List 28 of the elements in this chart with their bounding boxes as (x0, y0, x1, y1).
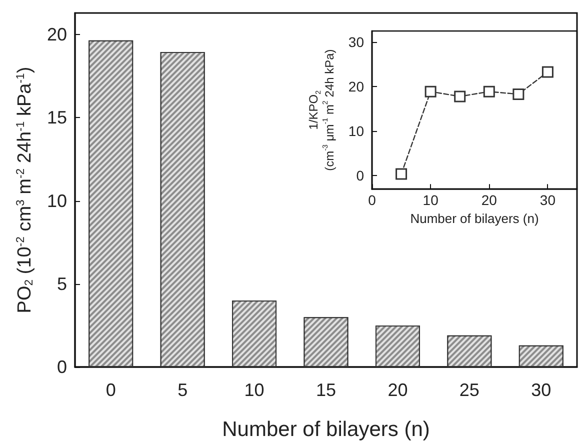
y-tick-label: 15 (46, 108, 67, 128)
x-tick-label: 30 (531, 380, 552, 400)
x-tick-label: 25 (459, 380, 480, 400)
x-tick-label: 0 (106, 380, 116, 400)
x-tick-label: 10 (244, 380, 264, 400)
x-axis-title: Number of bilayers (n) (410, 211, 539, 226)
x-tick-label: 20 (388, 380, 408, 400)
x-axis-title: Number of bilayers (n) (222, 418, 430, 441)
x-tick-label: 5 (178, 380, 188, 400)
y-tick-label: 0 (56, 357, 67, 377)
y-tick-label: 30 (348, 34, 364, 50)
x-tick-label: 15 (316, 380, 336, 400)
x-tick-label: 10 (422, 192, 439, 208)
y-tick-label: 10 (348, 123, 364, 140)
point (454, 90, 466, 102)
y-tick-label: 0 (356, 168, 364, 184)
point (396, 168, 408, 180)
y-tick-label: 20 (348, 78, 364, 95)
point (542, 66, 554, 78)
point (483, 86, 495, 98)
text: PO2 (10-2 cm3 m-2 24h-1 kPa-1) (14, 66, 36, 314)
y-tick-label: 20 (46, 24, 67, 45)
y-tick-label: 5 (56, 274, 67, 294)
point (424, 86, 436, 98)
point (512, 88, 524, 100)
x-tick-label: 20 (481, 192, 498, 208)
x-tick-label: 0 (368, 192, 376, 208)
x-tick-label: 30 (540, 192, 556, 208)
